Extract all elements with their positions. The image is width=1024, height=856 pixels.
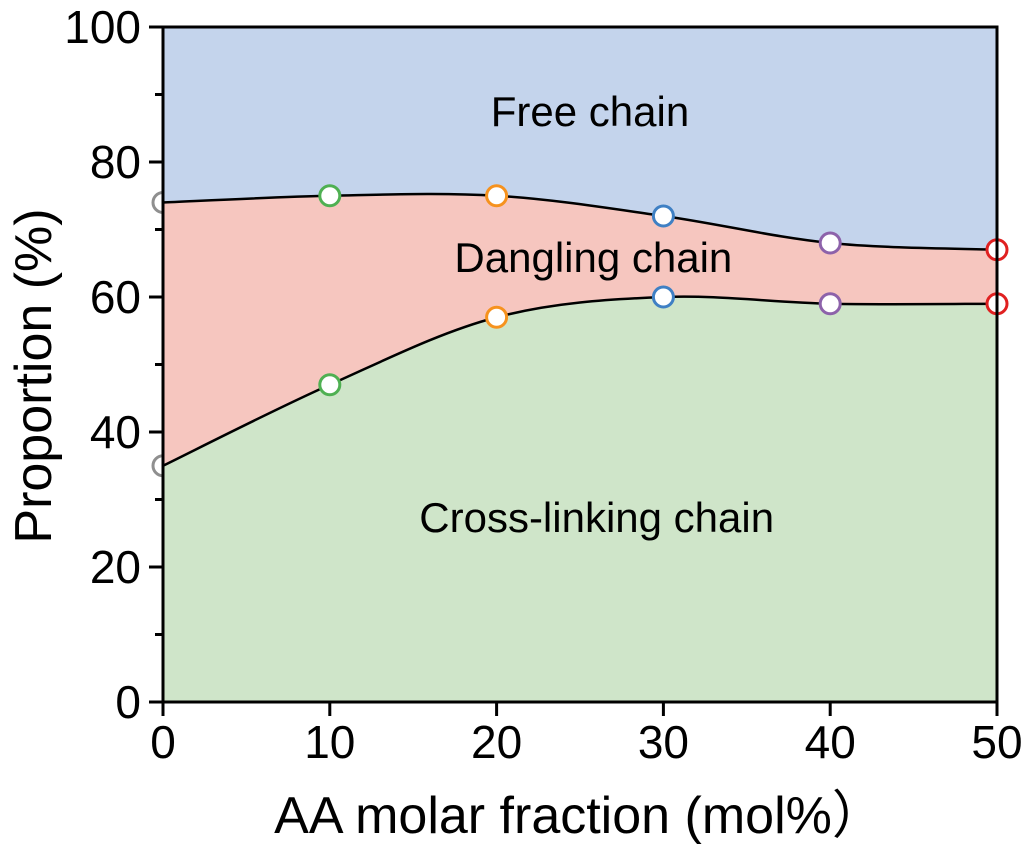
x-axis-title: AA molar fraction (mol%） [274, 787, 884, 845]
x-tick-label: 40 [805, 716, 856, 768]
boundary-line-cross-dangling [162, 295, 998, 467]
data-point-marker [818, 292, 842, 316]
tick-labels: 0 20 40 60 80 100 0 10 20 30 40 50 [64, 1, 1022, 768]
data-point-marker [651, 285, 675, 309]
boundary-line-dangling-free [162, 192, 998, 251]
region-label-dangling-chain: Dangling chain [454, 233, 733, 281]
data-point-marker [651, 204, 675, 228]
y-tick-label: 80 [90, 136, 141, 188]
y-tick-label: 60 [90, 271, 141, 323]
x-tick-label: 0 [150, 716, 176, 768]
x-tick-label: 20 [471, 716, 522, 768]
y-tick-label: 0 [115, 676, 141, 728]
x-tick-label: 30 [638, 716, 689, 768]
data-point-marker [318, 184, 342, 208]
data-point-marker [818, 231, 842, 255]
y-tick-label: 20 [90, 541, 141, 593]
data-point-marker [485, 184, 509, 208]
y-axis-title: Proportion (%) [5, 208, 63, 544]
y-tick-label: 40 [90, 406, 141, 458]
x-tick-label: 50 [971, 716, 1022, 768]
y-tick-label: 100 [64, 1, 141, 53]
region-label-free-chain: Free chain [490, 88, 690, 136]
data-point-marker [485, 305, 509, 329]
axis-ticks [149, 25, 999, 716]
region-label-cross-linking-chain: Cross-linking chain [419, 493, 775, 541]
area-dangling-chain [163, 193, 997, 466]
data-point-marker [318, 373, 342, 397]
area-cross-linking-chain [163, 296, 997, 702]
x-tick-label: 10 [304, 716, 355, 768]
